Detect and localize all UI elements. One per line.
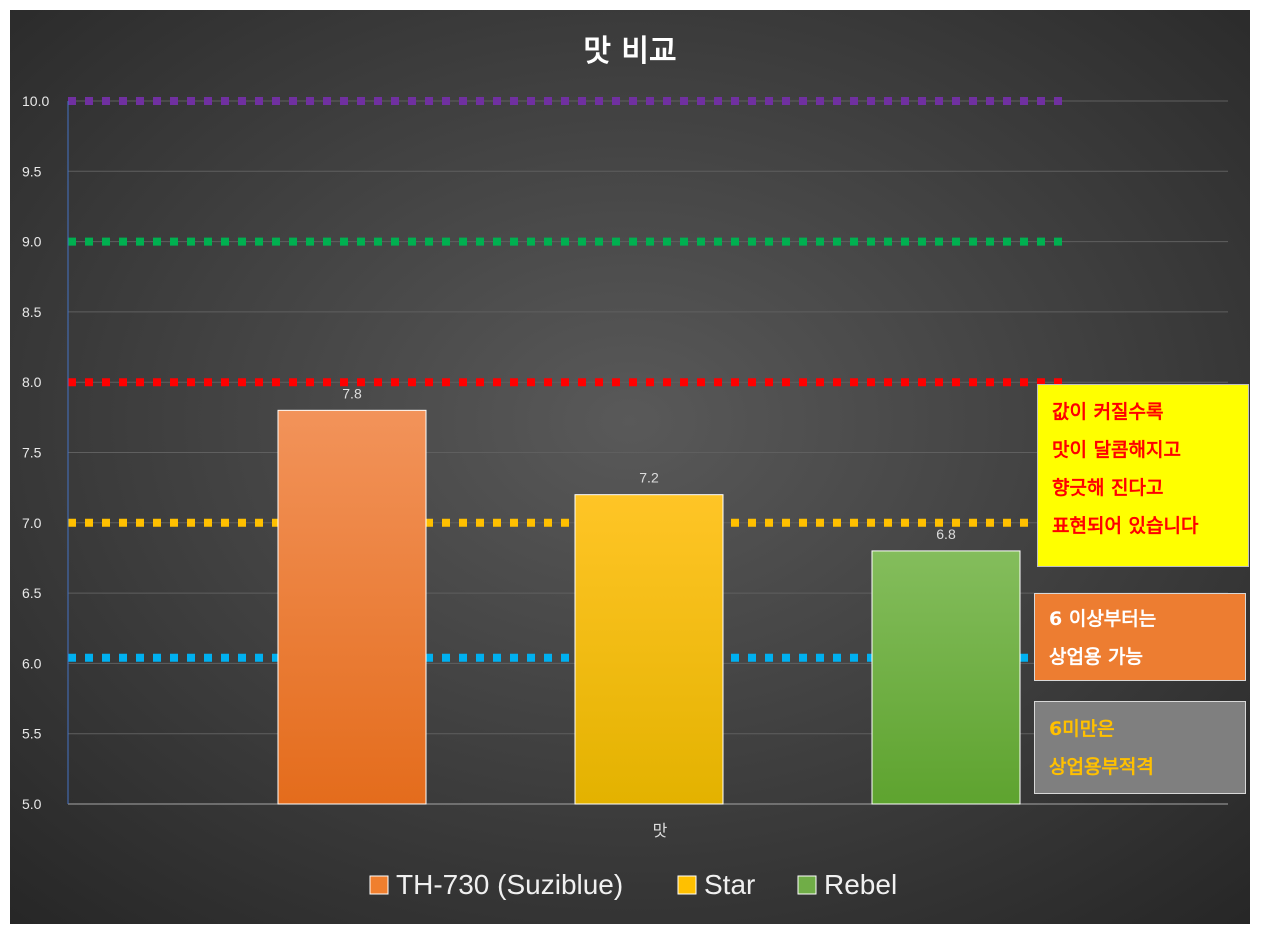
- bars: [277, 409, 1021, 805]
- legend-swatch: [369, 875, 389, 895]
- note-commercial-ok-line: 6 이상부터는: [1049, 608, 1157, 630]
- legend-label: Star: [704, 869, 755, 900]
- bar: [277, 409, 427, 805]
- note-commercial-ok: 6 이상부터는 상업용 가능: [1034, 593, 1246, 681]
- y-tick-label: 9.5: [22, 163, 42, 179]
- y-tick-label: 8.0: [22, 374, 42, 390]
- reference-lines: [68, 97, 1062, 662]
- bar: [574, 494, 724, 805]
- data-labels: 7.8 7.2 6.8: [342, 385, 956, 542]
- y-axis: 5.0 5.5 6.0 6.5 7.0 7.5 8.0 8.5 9.0 9.5 10.0: [22, 93, 69, 812]
- note-sweetness-line: 향긋해 진다고: [1052, 477, 1164, 499]
- y-tick-label: 10.0: [22, 93, 49, 109]
- legend-swatch: [677, 875, 697, 895]
- note-sweetness: 값이 커질수록 맛이 달콤해지고 향긋해 진다고 표현되어 있습니다: [1037, 384, 1249, 567]
- note-commercial-bad-line: 상업용부적격: [1049, 756, 1154, 778]
- data-label: 6.8: [936, 526, 956, 542]
- legend-label: TH-730 (Suziblue): [396, 869, 623, 900]
- note-sweetness-line: 표현되어 있습니다: [1052, 515, 1199, 537]
- y-tick-label: 5.0: [22, 796, 42, 812]
- y-tick-label: 5.5: [22, 726, 42, 742]
- note-sweetness-line: 값이 커질수록: [1052, 401, 1164, 423]
- data-label: 7.2: [639, 470, 659, 486]
- note-commercial-bad: 6미만은 상업용부적격: [1034, 701, 1246, 794]
- legend-label: Rebel: [824, 869, 897, 900]
- y-tick-label: 9.0: [22, 234, 42, 250]
- data-label: 7.8: [342, 385, 362, 401]
- y-tick-label: 6.0: [22, 655, 42, 671]
- note-commercial-ok-line: 상업용 가능: [1049, 646, 1144, 668]
- y-tick-label: 6.5: [22, 585, 42, 601]
- note-commercial-bad-line: 6미만은: [1049, 718, 1115, 740]
- chart-title: 맛 비교: [583, 34, 676, 69]
- legend-swatch: [797, 875, 817, 895]
- y-tick-label: 8.5: [22, 304, 42, 320]
- y-tick-label: 7.0: [22, 515, 42, 531]
- note-sweetness-line: 맛이 달콤해지고: [1052, 439, 1181, 461]
- x-axis: 맛: [653, 821, 668, 840]
- legend: TH-730 (Suziblue) Star Rebel: [369, 869, 897, 900]
- x-tick-label: 맛: [653, 821, 668, 840]
- y-tick-label: 7.5: [22, 445, 42, 461]
- bar: [871, 550, 1021, 805]
